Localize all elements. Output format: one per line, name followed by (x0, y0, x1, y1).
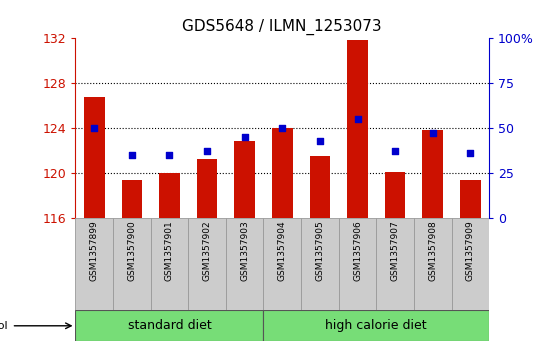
Bar (263, 310, 489, 341)
Text: GSM1357904: GSM1357904 (278, 221, 287, 281)
Bar (84, 97, 105, 218)
Text: GSM1357899: GSM1357899 (90, 221, 99, 281)
Text: GSM1357906: GSM1357906 (353, 221, 362, 281)
Text: GSM1357903: GSM1357903 (240, 221, 249, 281)
Point (391, 148, 400, 154)
Point (90, 125, 99, 131)
Point (278, 125, 287, 131)
Point (202, 148, 211, 154)
Point (127, 152, 136, 158)
Point (466, 150, 475, 156)
Bar (376, 218, 414, 310)
Bar (151, 218, 188, 310)
Text: GSM1357905: GSM1357905 (315, 221, 324, 281)
Text: high calorie diet: high calorie diet (325, 319, 427, 332)
Text: GSM1357908: GSM1357908 (428, 221, 437, 281)
Bar (339, 218, 376, 310)
Bar (385, 172, 405, 218)
Bar (226, 218, 263, 310)
Point (428, 130, 437, 136)
Bar (113, 218, 151, 310)
Bar (414, 218, 452, 310)
Text: GSM1357900: GSM1357900 (127, 221, 136, 281)
Bar (197, 159, 217, 218)
Bar (263, 218, 301, 310)
Point (315, 138, 324, 143)
Bar (121, 180, 142, 218)
Bar (75, 218, 113, 310)
Bar (159, 173, 180, 218)
Bar (310, 156, 330, 218)
Bar (234, 142, 255, 218)
Text: GSM1357909: GSM1357909 (466, 221, 475, 281)
Text: GSM1357902: GSM1357902 (202, 221, 212, 281)
Text: GSM1357901: GSM1357901 (165, 221, 174, 281)
Bar (272, 128, 293, 218)
Bar (75, 310, 263, 341)
Bar (452, 218, 489, 310)
Bar (460, 180, 481, 218)
Bar (423, 130, 443, 218)
Point (353, 116, 362, 122)
Title: GDS5648 / ILMN_1253073: GDS5648 / ILMN_1253073 (182, 19, 382, 35)
Bar (347, 40, 368, 218)
Bar (188, 218, 226, 310)
Text: GSM1357907: GSM1357907 (391, 221, 400, 281)
Text: growth protocol: growth protocol (0, 321, 8, 331)
Point (240, 134, 249, 140)
Bar (301, 218, 339, 310)
Text: standard diet: standard diet (127, 319, 211, 332)
Point (165, 152, 174, 158)
